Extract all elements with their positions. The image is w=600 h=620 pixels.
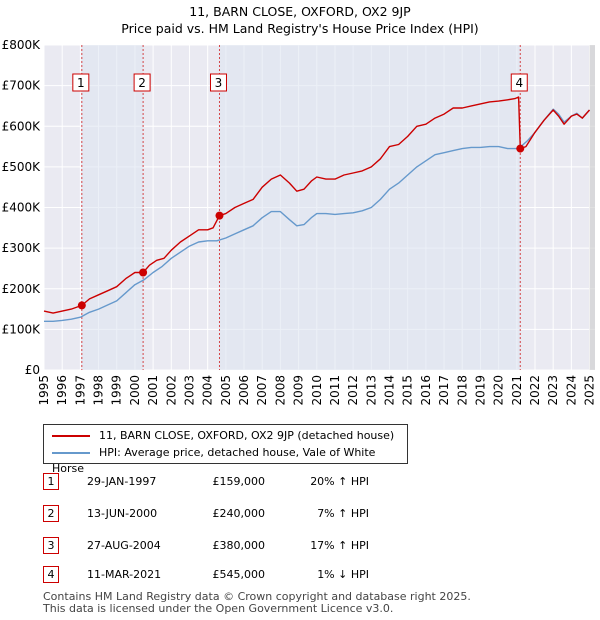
y-tick-label: £0 (25, 363, 40, 377)
transaction-marker (516, 144, 525, 153)
legend-swatch-hpi (52, 452, 90, 454)
x-tick-label: 2011 (328, 375, 342, 406)
sale-badge: 3 (43, 537, 59, 554)
x-tick-label: 1997 (73, 375, 87, 406)
x-tick-label: 1998 (92, 375, 106, 406)
transaction-box-label: 2 (138, 76, 146, 90)
transaction-box-label: 4 (515, 76, 523, 90)
x-tick-label: 2013 (364, 375, 378, 406)
x-tick-label: 2016 (419, 375, 433, 406)
sale-date: 27-AUG-2004 (87, 539, 161, 552)
forecast-shade (589, 45, 595, 370)
x-tick-label: 2021 (510, 375, 524, 406)
legend-item-hpi: HPI: Average price, detached house, Vale… (52, 445, 407, 475)
y-tick-label: £700K (2, 79, 42, 93)
transaction-box (209, 73, 227, 92)
transaction-box-label: 3 (215, 76, 223, 90)
sale-date: 13-JUN-2000 (87, 507, 158, 520)
sale-hpi-change: 1% ↓ HPI (317, 568, 369, 581)
x-tick-label: 2006 (237, 375, 251, 406)
y-tick-label: £500K (2, 160, 42, 174)
sale-date: 11-MAR-2021 (87, 568, 162, 581)
x-tick-label: 2005 (219, 375, 233, 406)
x-tick-label: 2024 (564, 375, 578, 406)
sale-price: £380,000 (212, 539, 266, 552)
x-tick-label: 2019 (473, 375, 487, 406)
transaction-box (510, 73, 528, 92)
chart-title: 11, BARN CLOSE, OXFORD, OX2 9JP (189, 4, 411, 19)
x-tick-label: 2001 (146, 375, 160, 406)
x-tick-label: 2000 (128, 375, 142, 406)
sale-badge: 2 (43, 505, 59, 522)
legend: 11, BARN CLOSE, OXFORD, OX2 9JP (detache… (43, 424, 408, 475)
transaction-box-label: 1 (77, 76, 85, 90)
x-tick-label: 2008 (273, 375, 287, 406)
sale-price: £159,000 (212, 475, 266, 488)
legend-label-hpi: HPI: Average price, detached house, Vale… (52, 446, 376, 475)
footer-licence: This data is licensed under the Open Gov… (43, 602, 394, 615)
x-tick-label: 2018 (455, 375, 469, 406)
x-tick-label: 2010 (310, 375, 324, 406)
price-chart: 1 2 3 4 £0 £100K £200K £300K £400K £500K £600K £70… (2, 38, 597, 406)
transaction-box (133, 73, 151, 92)
x-tick-label: 1996 (55, 375, 69, 406)
y-tick-label: £400K (2, 201, 42, 215)
x-tick-label: 2015 (401, 375, 415, 406)
x-tick-label: 2012 (346, 375, 360, 406)
y-axis: £0 £100K £200K £300K £400K £500K £600K £700K £80… (2, 38, 42, 377)
sale-row: 3 27-AUG-2004 £380,000 17% ↑ HPI (43, 537, 463, 554)
transaction-box (72, 73, 90, 92)
x-tick-label: 2022 (528, 375, 542, 406)
x-tick-label: 2003 (182, 375, 196, 406)
x-tick-label: 2017 (437, 375, 451, 406)
legend-label-property: 11, BARN CLOSE, OXFORD, OX2 9JP (detache… (99, 429, 395, 442)
holding-period-shade (81, 45, 144, 370)
sale-price: £545,000 (212, 568, 266, 581)
sale-badge: 1 (43, 473, 59, 490)
x-tick-label: 2002 (164, 375, 178, 406)
x-tick-label: 1999 (110, 375, 124, 406)
y-tick-label: £200K (2, 282, 42, 296)
legend-item-property: 11, BARN CLOSE, OXFORD, OX2 9JP (detache… (52, 428, 394, 444)
sale-hpi-change: 20% ↑ HPI (310, 475, 369, 488)
x-axis: 1995 1996 1997 1998 1999 2000 2001 2002 2003 2004… (37, 375, 597, 406)
x-tick-label: 2009 (292, 375, 306, 406)
x-tick-label: 2014 (383, 375, 397, 406)
y-tick-label: £100K (2, 322, 42, 336)
transaction-marker (139, 268, 148, 277)
sale-row: 1 29-JAN-1997 £159,000 20% ↑ HPI (43, 473, 463, 490)
sale-badge: 4 (43, 566, 59, 583)
x-tick-label: 2020 (492, 375, 506, 406)
footer-copyright: Contains HM Land Registry data © Crown c… (43, 590, 471, 603)
x-tick-label: 2004 (201, 375, 215, 406)
x-tick-label: 1995 (37, 375, 51, 406)
legend-swatch-property (52, 435, 90, 437)
y-tick-label: £300K (2, 241, 42, 255)
x-tick-label: 2023 (546, 375, 560, 406)
transaction-markers (77, 144, 525, 310)
sale-row: 2 13-JUN-2000 £240,000 7% ↑ HPI (43, 505, 463, 522)
y-tick-label: £600K (2, 119, 42, 133)
sale-date: 29-JAN-1997 (87, 475, 157, 488)
y-tick-label: £800K (2, 38, 42, 52)
chart-subtitle: Price paid vs. HM Land Registry's House … (121, 21, 479, 36)
transaction-marker (215, 211, 224, 220)
x-tick-label: 2007 (255, 375, 269, 406)
transaction-marker (77, 301, 86, 310)
x-tick-label: 2025 (583, 375, 597, 406)
sale-hpi-change: 7% ↑ HPI (317, 507, 369, 520)
transaction-labels: 1 2 3 4 (72, 73, 528, 92)
sale-price: £240,000 (212, 507, 266, 520)
sale-row: 4 11-MAR-2021 £545,000 1% ↓ HPI (43, 566, 463, 583)
sale-hpi-change: 17% ↑ HPI (310, 539, 369, 552)
